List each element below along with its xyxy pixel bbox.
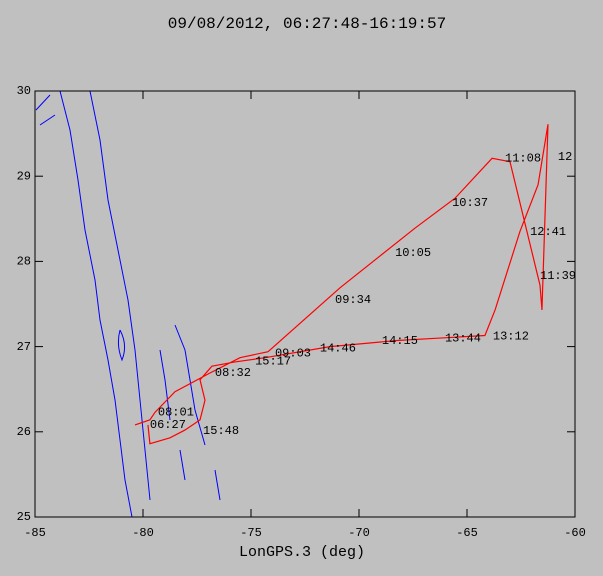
coast [117,329,126,362]
y-tick-label: 29 [17,169,31,183]
y-tick-label: 28 [17,255,31,269]
time-label: 14:15 [382,334,418,348]
time-label: 12 [558,150,572,164]
x-tick-label: -60 [564,526,586,540]
time-label: 12:41 [530,225,566,239]
plot-frame [34,90,576,518]
time-label: 10:37 [452,196,488,210]
coast [89,90,151,501]
coast [159,349,221,501]
time-label: 09:03 [275,347,311,361]
time-label: 13:44 [445,331,481,345]
time-label: 14:46 [320,341,356,355]
coastline [35,90,221,518]
coast [35,94,56,126]
time-label: 06:27 [150,418,186,432]
x-tick-label: -70 [348,526,370,540]
coast [59,90,133,518]
time-label: 08:01 [158,405,194,419]
track-line [134,124,549,445]
chart-title: 09/08/2012, 06:27:48-16:19:57 [168,15,446,33]
x-tick-label: -65 [456,526,478,540]
y-tick-label: 25 [17,510,31,524]
x-axis-label: LonGPS.3 (deg) [239,544,365,561]
x-tick-label: -85 [24,526,46,540]
time-label: 11:39 [540,269,576,283]
time-label: 13:12 [493,330,529,344]
y-tick-label: 26 [17,425,31,439]
time-label: 08:32 [215,366,251,380]
time-label: 10:05 [395,246,431,260]
x-tick-label: -80 [132,526,154,540]
time-label: 15:48 [203,424,239,438]
time-label: 11:08 [505,151,541,165]
y-tick-label: 30 [17,84,31,98]
time-label: 15:17 [255,354,291,368]
y-tick-label: 27 [17,340,31,354]
x-tick-label: -75 [240,526,262,540]
time-label: 09:34 [335,293,371,307]
